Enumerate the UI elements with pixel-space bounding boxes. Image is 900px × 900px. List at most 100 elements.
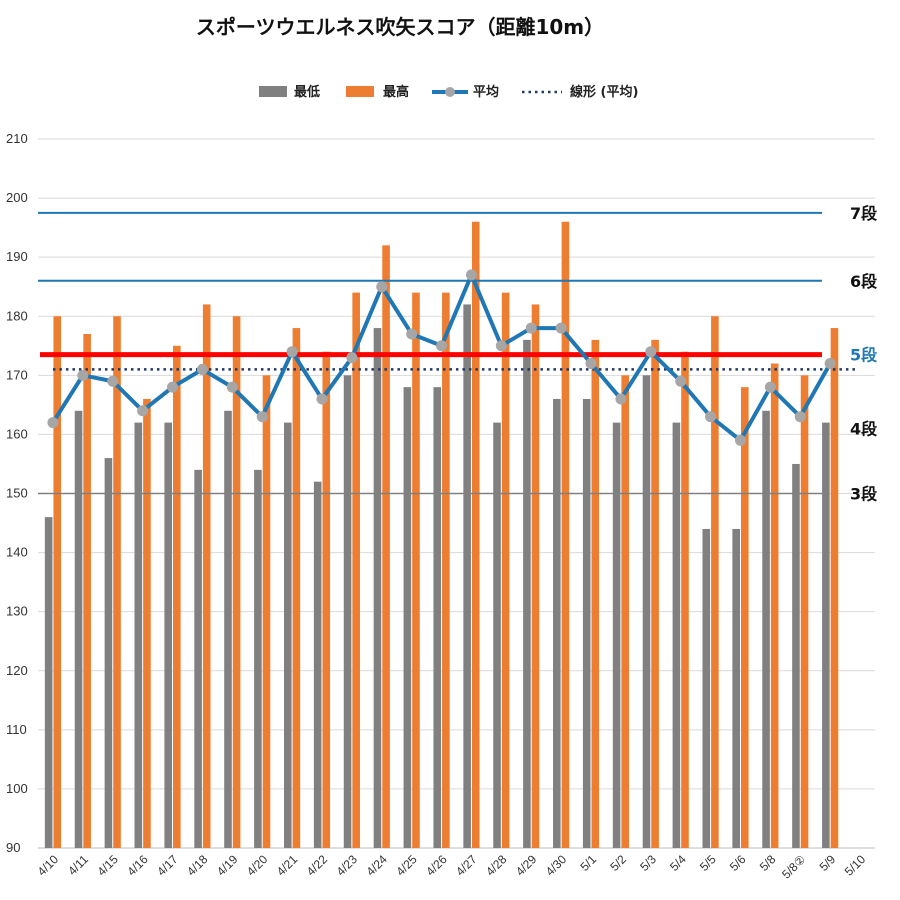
bar-max (352, 292, 360, 848)
average-point (525, 322, 537, 334)
bar-max (442, 292, 450, 848)
y-tick-label: 130 (6, 604, 28, 619)
y-tick-label: 120 (6, 663, 28, 678)
bar-min (254, 469, 262, 848)
bar-max (830, 328, 839, 849)
bar-min (433, 387, 442, 848)
bar-max (292, 328, 301, 849)
bar-max (232, 316, 241, 848)
bar-min (44, 517, 53, 848)
x-tick-label: 4/30 (543, 852, 570, 879)
bar-min (762, 410, 770, 848)
bar-max (53, 316, 62, 848)
legend-label-avg: 平均 (473, 84, 499, 100)
average-point (555, 322, 567, 334)
bar-max (651, 339, 659, 848)
chart-title: スポーツウエルネス吹矢スコア（距離10m） (196, 15, 604, 39)
bar-max (740, 387, 749, 848)
bar-min (74, 410, 83, 848)
level-label: 4段 (850, 420, 878, 439)
level-label: 6段 (850, 272, 878, 291)
bar-max (681, 351, 689, 848)
bar-min (822, 422, 830, 848)
bar-min (104, 458, 113, 848)
x-tick-label: 4/28 (483, 852, 510, 879)
bar-max (83, 333, 91, 849)
x-tick-label: 5/1 (577, 852, 599, 874)
y-tick-label: 160 (6, 426, 28, 441)
y-tick-label: 140 (6, 545, 28, 560)
x-tick-label: 4/16 (124, 852, 151, 879)
bar-min (582, 398, 591, 848)
level-label: 5段 (850, 346, 878, 365)
legend: 最低 最高 平均 線形 (平均) (259, 84, 638, 100)
level-label: 3段 (850, 485, 878, 504)
bar-min (672, 422, 681, 848)
y-tick-label: 150 (6, 486, 28, 501)
x-tick-label: 5/5 (697, 852, 719, 874)
x-tick-label: 4/22 (304, 852, 331, 879)
x-tick-label: 4/10 (35, 852, 62, 879)
x-tick-label: 4/18 (184, 852, 211, 879)
y-axis-ticks: 90 100 110 120 130 140 150 160 170 180 190 200 210 (6, 131, 28, 855)
average-point (645, 346, 657, 358)
x-tick-label: 4/26 (423, 852, 450, 879)
average-point (465, 269, 477, 281)
bar-min (283, 422, 292, 848)
bar-max (770, 363, 779, 848)
x-tick-label: 4/25 (393, 852, 420, 879)
bar-min (373, 328, 382, 849)
x-tick-label: 4/24 (363, 852, 390, 879)
y-tick-label: 110 (6, 722, 27, 737)
average-point (47, 417, 59, 429)
average-point (734, 434, 746, 446)
x-tick-label: 4/15 (94, 852, 121, 879)
x-tick-label: 5/8② (779, 852, 808, 881)
bar-min (732, 528, 740, 848)
bar-min (702, 528, 711, 848)
average-point (286, 346, 298, 358)
legend-label-max: 最高 (383, 84, 409, 100)
x-tick-label: 4/29 (513, 852, 540, 879)
average-point (436, 340, 448, 352)
average-point (137, 405, 149, 417)
bar-min (224, 410, 232, 848)
average-point (107, 375, 119, 387)
bar-min (553, 398, 561, 848)
bar-min (313, 481, 322, 848)
average-point (77, 369, 89, 381)
bar-min (612, 422, 621, 848)
bar-max (471, 221, 480, 848)
bar-min (134, 422, 143, 848)
x-tick-label: 5/8 (757, 852, 779, 874)
average-point (226, 381, 238, 393)
x-tick-label: 5/3 (637, 852, 659, 874)
average-point (705, 411, 717, 423)
bar-min (403, 387, 412, 848)
y-tick-label: 200 (6, 190, 28, 205)
x-tick-label: 4/11 (65, 852, 91, 878)
bar-max (531, 304, 540, 848)
y-tick-label: 170 (6, 367, 28, 382)
x-tick-label: 4/20 (244, 852, 271, 879)
bar-min (792, 463, 800, 848)
x-tick-label: 4/27 (453, 852, 480, 879)
average-point (585, 358, 597, 370)
bar-max (501, 292, 510, 848)
average-point (167, 381, 179, 393)
bar-min (642, 375, 651, 848)
y-tick-label: 190 (6, 249, 28, 264)
average-point (196, 363, 208, 375)
x-tick-label: 5/6 (727, 852, 749, 874)
x-tick-label: 4/21 (274, 852, 301, 879)
bar-max (621, 375, 630, 848)
y-tick-label: 90 (6, 840, 20, 855)
reference-lines (38, 211, 822, 495)
bar-max (262, 375, 271, 848)
x-tick-label: 5/9 (817, 852, 839, 874)
bar-max (143, 398, 151, 848)
average-point (764, 381, 776, 393)
legend-swatch-min (259, 86, 287, 97)
x-tick-label: 4/23 (334, 852, 361, 879)
average-point (406, 328, 418, 340)
